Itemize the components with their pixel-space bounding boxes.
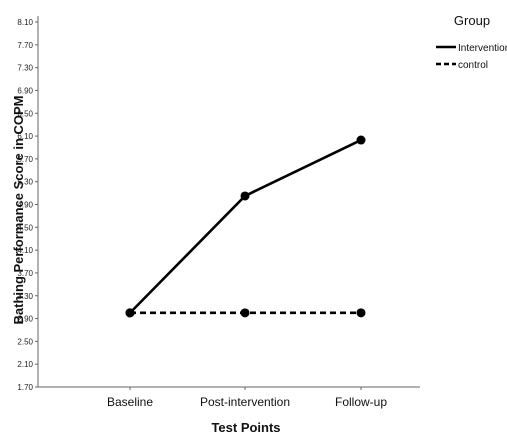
legend-title: Group <box>454 13 490 28</box>
y-tick-label: 4.90 <box>17 201 33 210</box>
legend-label-control: control <box>458 60 488 71</box>
y-tick-label: 2.10 <box>17 360 33 369</box>
x-tick-label: Baseline <box>107 395 153 409</box>
data-point-control <box>356 308 366 318</box>
legend-items: Intervention control <box>436 43 507 71</box>
x-tick-label: Post-intervention <box>200 395 290 409</box>
y-tick-label: 7.30 <box>17 64 33 73</box>
data-point-intervention <box>240 191 250 201</box>
y-tick-label: 8.10 <box>17 18 33 27</box>
y-tick-label: 2.90 <box>17 315 33 324</box>
legend: Group Intervention control <box>436 13 507 71</box>
y-tick-label: 2.50 <box>17 337 33 346</box>
y-tick-label: 3.70 <box>17 269 33 278</box>
x-axis-title: Test Points <box>211 420 280 435</box>
data-point-intervention <box>356 135 366 145</box>
data-point-control <box>240 308 250 318</box>
x-ticks: Baseline Post-intervention Follow-up <box>107 387 387 409</box>
y-tick-label: 3.30 <box>17 292 33 301</box>
data-point-intervention <box>125 308 135 318</box>
y-tick-label: 1.70 <box>17 383 33 392</box>
y-tick-label: 6.10 <box>17 132 33 141</box>
y-tick-label: 7.70 <box>17 41 33 50</box>
y-tick-label: 5.30 <box>17 178 33 187</box>
plot-area: 1.70 2.10 2.50 2.90 3.30 3.70 4.10 4.50 4.90 5.30… <box>17 16 420 409</box>
y-tick-label: 6.90 <box>17 86 33 95</box>
y-tick-label: 6.50 <box>17 109 33 118</box>
series-line-intervention <box>129 138 362 314</box>
series-layer <box>125 135 366 318</box>
y-tick-label: 4.10 <box>17 246 33 255</box>
x-tick-label: Follow-up <box>335 395 387 409</box>
y-ticks: 1.70 2.10 2.50 2.90 3.30 3.70 4.10 4.50 4.90 5.30… <box>17 18 38 392</box>
legend-label-intervention: Intervention <box>458 43 507 54</box>
y-tick-label: 5.70 <box>17 155 33 164</box>
y-axis-title: Bathing Performance Score in COPM <box>11 96 26 325</box>
y-tick-label: 4.50 <box>17 223 33 232</box>
